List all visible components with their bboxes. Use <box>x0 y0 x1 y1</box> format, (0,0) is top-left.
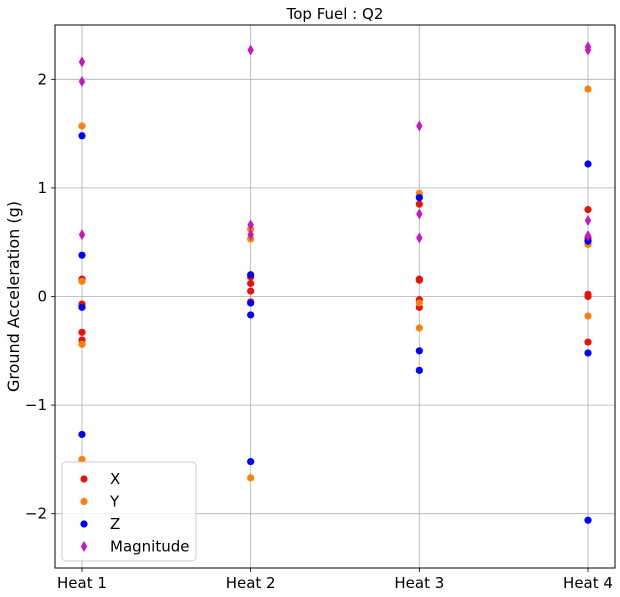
point-y <box>584 312 592 320</box>
legend-label-magnitude: Magnitude <box>110 538 189 556</box>
legend-marker-z <box>80 520 88 528</box>
point-magnitude <box>416 120 423 132</box>
legend-box <box>61 461 197 562</box>
point-magnitude <box>247 229 254 241</box>
point-y <box>78 277 86 285</box>
point-z <box>584 349 592 357</box>
axis-ticks: −2 −1 0 1 2 Heat 1 Heat 2 Heat 3 Heat 4 <box>25 70 613 592</box>
x-tick-label: Heat 4 <box>563 574 613 592</box>
legend-label-x: X <box>110 470 120 488</box>
legend-marker-y <box>80 497 88 506</box>
data-points <box>78 41 592 524</box>
legend-marker-x <box>80 475 88 483</box>
y-tick-label: −2 <box>25 505 47 523</box>
point-y <box>78 340 86 348</box>
point-z <box>415 366 423 374</box>
point-z <box>584 516 592 524</box>
point-x <box>584 338 592 346</box>
point-x <box>247 279 255 288</box>
point-magnitude <box>247 219 254 231</box>
legend-label-z: Z <box>110 515 120 533</box>
point-z <box>415 194 423 202</box>
x-tick-label: Heat 1 <box>57 574 107 592</box>
point-magnitude <box>584 44 592 56</box>
point-x <box>415 200 423 208</box>
y-axis-label: Ground Acceleration (g) <box>4 201 23 392</box>
point-magnitude <box>78 56 86 68</box>
point-z <box>78 251 86 259</box>
point-z <box>415 347 423 355</box>
y-tick-label: −1 <box>25 396 47 414</box>
point-z <box>247 299 255 307</box>
point-magnitude <box>416 232 423 244</box>
point-magnitude <box>584 214 592 226</box>
y-tick-label: 0 <box>37 288 47 306</box>
point-y <box>584 85 592 93</box>
point-magnitude <box>247 44 254 56</box>
point-x <box>584 292 592 301</box>
point-x <box>78 328 86 336</box>
point-y <box>78 455 86 463</box>
x-tick-label: Heat 3 <box>394 574 444 592</box>
point-magnitude <box>584 230 592 242</box>
point-x <box>584 206 592 214</box>
point-z <box>78 132 86 140</box>
point-z <box>247 457 255 466</box>
point-magnitude <box>416 208 423 220</box>
point-magnitude <box>78 229 86 241</box>
point-y <box>415 324 423 332</box>
point-x <box>415 276 423 284</box>
point-magnitude <box>78 75 86 87</box>
y-tick-label: 2 <box>37 70 47 88</box>
legend-marker-magnitude <box>80 541 88 552</box>
chart-title: Top Fuel : Q2 <box>286 5 384 23</box>
point-z <box>247 271 255 279</box>
point-y <box>247 474 255 482</box>
point-y <box>415 299 423 307</box>
point-z <box>247 311 255 319</box>
x-tick-label: Heat 2 <box>226 574 276 592</box>
point-y <box>78 122 86 130</box>
point-z <box>584 160 592 168</box>
legend: XYZ Magnitude <box>61 461 197 562</box>
y-tick-label: 1 <box>37 179 47 197</box>
point-z <box>78 303 86 311</box>
point-z <box>78 430 86 439</box>
legend-label-y: Y <box>109 493 120 511</box>
point-x <box>247 287 255 295</box>
